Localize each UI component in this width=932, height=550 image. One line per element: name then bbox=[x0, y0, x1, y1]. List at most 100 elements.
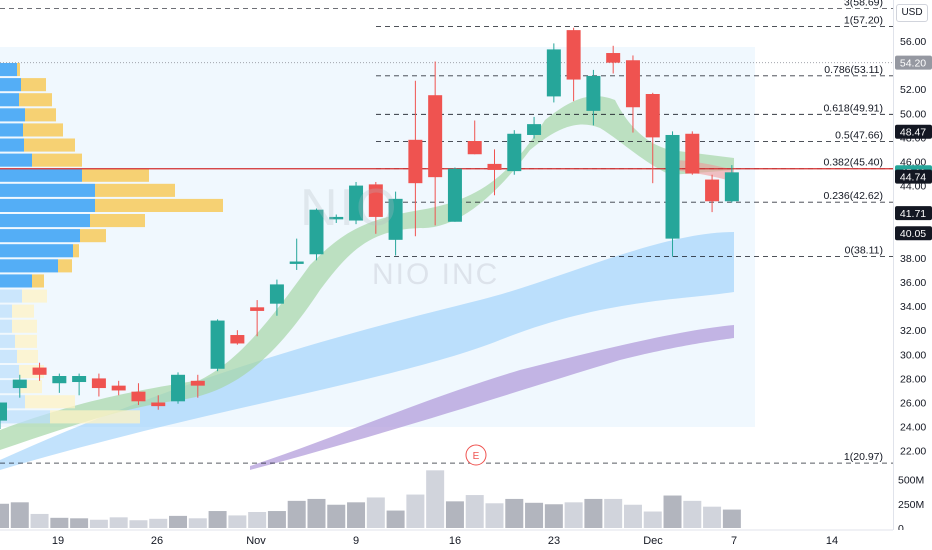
volume-profile-bar-down bbox=[15, 334, 37, 348]
volume-profile-bar-up bbox=[0, 319, 12, 333]
volume-bar bbox=[623, 504, 642, 528]
volume-bar bbox=[228, 515, 247, 528]
candle-body bbox=[665, 134, 680, 239]
candle-body bbox=[32, 367, 47, 375]
price-tag-label: 44.74 bbox=[900, 172, 926, 184]
volume-bar bbox=[703, 506, 722, 528]
candle-body bbox=[645, 94, 660, 138]
volume-profile-bar-up bbox=[0, 123, 23, 137]
fib-level-label: 0.382(45.40) bbox=[823, 157, 883, 169]
fib-level-label: 1(57.20) bbox=[844, 15, 883, 27]
volume-bar bbox=[248, 512, 267, 528]
candle-body bbox=[190, 380, 205, 386]
volume-axis-label: 250M bbox=[898, 499, 924, 511]
volume-profile-bar-down bbox=[32, 274, 44, 288]
fib-level-label: 0.618(49.91) bbox=[823, 102, 883, 114]
candle-body bbox=[467, 141, 482, 155]
volume-bar bbox=[0, 503, 9, 528]
volume-profile-bar-up bbox=[0, 78, 21, 92]
volume-bar bbox=[109, 517, 128, 528]
volume-bar bbox=[267, 511, 286, 528]
volume-bar bbox=[10, 502, 29, 528]
price-axis-label: 26.00 bbox=[900, 398, 926, 410]
volume-profile-bar-up bbox=[0, 153, 32, 167]
volume-profile-bar-down bbox=[90, 214, 145, 228]
volume-bar bbox=[426, 470, 445, 528]
price-chart[interactable]: 1(20.97) 0(38.11) 0.236(42.62) 0.382(45.40)… bbox=[0, 0, 893, 550]
volume-profile-bar-up bbox=[0, 410, 50, 424]
volume-profile-bar-up bbox=[0, 289, 22, 303]
volume-bar bbox=[722, 509, 741, 528]
volume-bar bbox=[169, 515, 188, 528]
candle-body bbox=[625, 60, 640, 108]
volume-bar bbox=[544, 504, 563, 528]
price-axis[interactable]: 22.00 24.00 26.00 28.00 30.00 32.00 34.00 36.00… bbox=[893, 0, 932, 530]
volume-profile-bar-up bbox=[0, 365, 19, 379]
volume-profile-bar-down bbox=[23, 123, 63, 137]
time-axis-label: 23 bbox=[548, 535, 560, 547]
volume-axis-label: 500M bbox=[898, 475, 924, 487]
candle-body bbox=[685, 133, 700, 174]
candle-body bbox=[507, 133, 522, 172]
volume-profile-bar-down bbox=[32, 153, 82, 167]
price-axis-label: 34.00 bbox=[900, 301, 926, 313]
price-tag bbox=[895, 55, 932, 70]
time-axis-label: Dec bbox=[643, 535, 663, 547]
time-axis-label: 16 bbox=[449, 535, 461, 547]
price-tag-label: 48.47 bbox=[900, 127, 926, 139]
volume-profile-bar-up bbox=[0, 183, 95, 197]
volume-profile-bar-down bbox=[22, 289, 47, 303]
candle-body bbox=[368, 184, 383, 217]
volume-profile-bar-up bbox=[0, 259, 58, 273]
volume-bar bbox=[50, 517, 69, 528]
price-tag bbox=[895, 124, 932, 139]
volume-axis-label: 0 bbox=[898, 523, 904, 530]
price-axis-label: 22.00 bbox=[900, 446, 926, 458]
candle-body bbox=[388, 198, 403, 240]
volume-bar bbox=[564, 502, 583, 528]
time-axis-label: 19 bbox=[52, 535, 64, 547]
price-axis-label: 30.00 bbox=[900, 349, 926, 361]
volume-bar bbox=[287, 500, 306, 528]
volume-bar bbox=[208, 511, 227, 528]
ma-band-purple bbox=[250, 325, 734, 470]
volume-profile-bar-down bbox=[12, 304, 34, 318]
earnings-marker bbox=[465, 444, 487, 466]
volume-bar bbox=[485, 503, 504, 528]
price-axis-label: 50.00 bbox=[900, 108, 926, 120]
price-tag bbox=[895, 226, 932, 241]
volume-bar bbox=[663, 495, 682, 528]
candle-body bbox=[269, 284, 284, 304]
volume-bar bbox=[149, 518, 168, 528]
time-axis-label: 26 bbox=[151, 535, 163, 547]
candle-body bbox=[0, 402, 7, 421]
volume-profile-bar-down bbox=[17, 63, 20, 77]
volume-profile-bar-up bbox=[0, 93, 19, 107]
candle-body bbox=[724, 172, 739, 202]
volume-profile-bar-down bbox=[21, 78, 46, 92]
candle-body bbox=[72, 376, 87, 383]
price-tag-label: 54.20 bbox=[900, 58, 926, 70]
candle-body bbox=[527, 124, 542, 135]
volume-bar bbox=[406, 494, 425, 528]
volume-bar bbox=[366, 497, 385, 528]
candle-body bbox=[606, 53, 621, 63]
time-axis-label: 9 bbox=[353, 535, 359, 547]
price-axis-label: 28.00 bbox=[900, 373, 926, 385]
candle-body bbox=[12, 379, 27, 389]
volume-profile-bar-up bbox=[0, 229, 80, 243]
volume-profile-bar-down bbox=[17, 349, 38, 363]
time-axis-label: Nov bbox=[246, 535, 266, 547]
fib-level-label: 0.786(53.11) bbox=[824, 64, 883, 76]
volume-bar bbox=[386, 510, 405, 528]
candle-body bbox=[566, 30, 581, 80]
candle-body bbox=[171, 374, 186, 402]
price-axis-label: 36.00 bbox=[900, 277, 926, 289]
volume-bar bbox=[584, 498, 603, 528]
candle-body bbox=[329, 216, 344, 220]
currency-button[interactable]: USD bbox=[896, 4, 928, 22]
candle-body bbox=[91, 378, 106, 389]
earnings-marker-label: E bbox=[473, 451, 480, 462]
volume-profile-bar-down bbox=[12, 319, 37, 333]
